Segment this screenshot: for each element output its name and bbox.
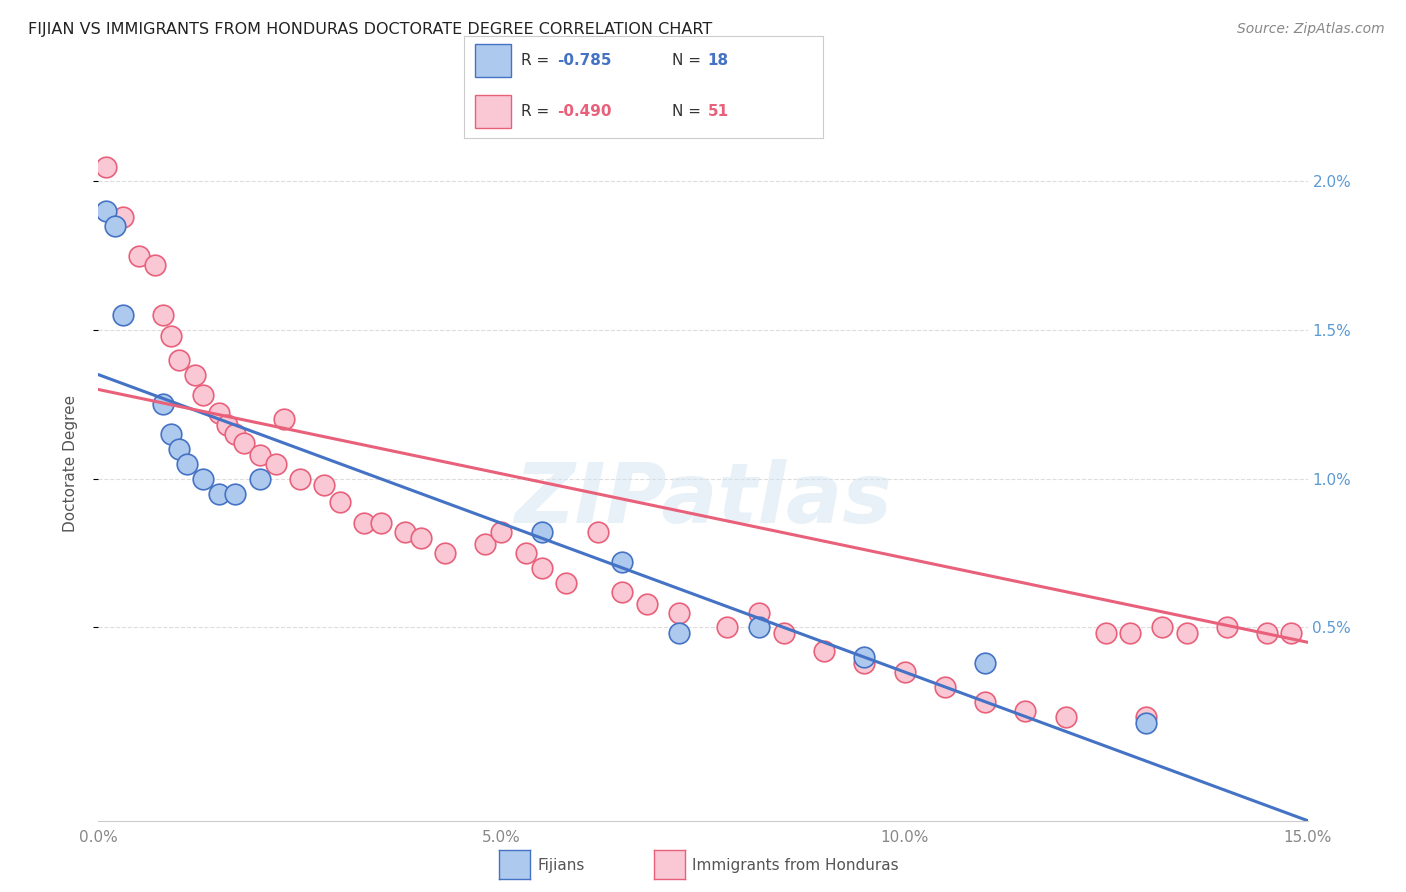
Point [96, 204, 118, 219]
Text: ZIPatlas: ZIPatlas [515, 459, 891, 540]
Point [813, 644, 835, 658]
Point [167, 442, 190, 456]
Point [160, 427, 183, 442]
Point [167, 352, 190, 367]
Point [370, 516, 392, 531]
Point [716, 620, 738, 634]
Point [1281, 626, 1303, 640]
Point [636, 597, 658, 611]
Point [224, 486, 246, 500]
Text: Source: ZipAtlas.com: Source: ZipAtlas.com [1237, 22, 1385, 37]
Point [434, 546, 457, 560]
Point [530, 525, 553, 540]
Bar [475, 95, 510, 128]
Point [515, 546, 537, 560]
Point [748, 620, 770, 634]
Point [184, 368, 207, 382]
Point [1152, 620, 1174, 634]
Text: N =: N = [672, 53, 706, 68]
Point [1135, 715, 1157, 730]
Point [160, 329, 183, 343]
Point [409, 531, 432, 545]
Point [314, 477, 336, 491]
Text: 18: 18 [707, 53, 728, 68]
Point [668, 626, 690, 640]
Point [394, 525, 416, 540]
Point [1054, 709, 1077, 723]
Point [249, 448, 271, 462]
Point [612, 555, 634, 569]
Point [111, 308, 134, 322]
Point [530, 561, 553, 575]
Point [893, 665, 915, 679]
Point [273, 412, 295, 426]
Point [264, 457, 287, 471]
Point [128, 249, 150, 263]
Point [208, 406, 231, 420]
Point [208, 486, 231, 500]
Point [555, 575, 578, 590]
Point [176, 457, 198, 471]
Point [474, 537, 496, 551]
Point [103, 219, 125, 233]
Text: R =: R = [522, 104, 554, 120]
Point [853, 656, 876, 670]
Y-axis label: Doctorate Degree: Doctorate Degree [63, 395, 77, 533]
Point [1135, 709, 1157, 723]
Point [974, 695, 997, 709]
Point [1216, 620, 1239, 634]
Point [772, 626, 794, 640]
Text: FIJIAN VS IMMIGRANTS FROM HONDURAS DOCTORATE DEGREE CORRELATION CHART: FIJIAN VS IMMIGRANTS FROM HONDURAS DOCTO… [28, 22, 713, 37]
Text: -0.490: -0.490 [557, 104, 612, 120]
Point [612, 584, 634, 599]
Point [217, 418, 239, 433]
Point [853, 650, 876, 665]
Bar [475, 44, 510, 77]
Point [1095, 626, 1118, 640]
Point [748, 606, 770, 620]
Point [224, 427, 246, 442]
Point [491, 525, 513, 540]
Point [586, 525, 609, 540]
Point [288, 472, 311, 486]
Point [111, 210, 134, 224]
Point [143, 258, 166, 272]
Point [232, 436, 254, 450]
Point [152, 308, 174, 322]
Text: 51: 51 [707, 104, 728, 120]
Point [329, 495, 352, 509]
Text: Fijians: Fijians [537, 858, 585, 872]
Text: R =: R = [522, 53, 554, 68]
Text: -0.785: -0.785 [557, 53, 612, 68]
Point [96, 160, 118, 174]
Point [249, 472, 271, 486]
Point [934, 680, 956, 694]
Point [1014, 704, 1036, 718]
Point [668, 606, 690, 620]
Text: N =: N = [672, 104, 706, 120]
Text: Immigrants from Honduras: Immigrants from Honduras [692, 858, 898, 872]
Point [1175, 626, 1198, 640]
Point [974, 656, 997, 670]
Point [152, 397, 174, 411]
Point [193, 388, 215, 402]
Point [1119, 626, 1142, 640]
Point [1256, 626, 1278, 640]
Point [353, 516, 375, 531]
Point [193, 472, 215, 486]
